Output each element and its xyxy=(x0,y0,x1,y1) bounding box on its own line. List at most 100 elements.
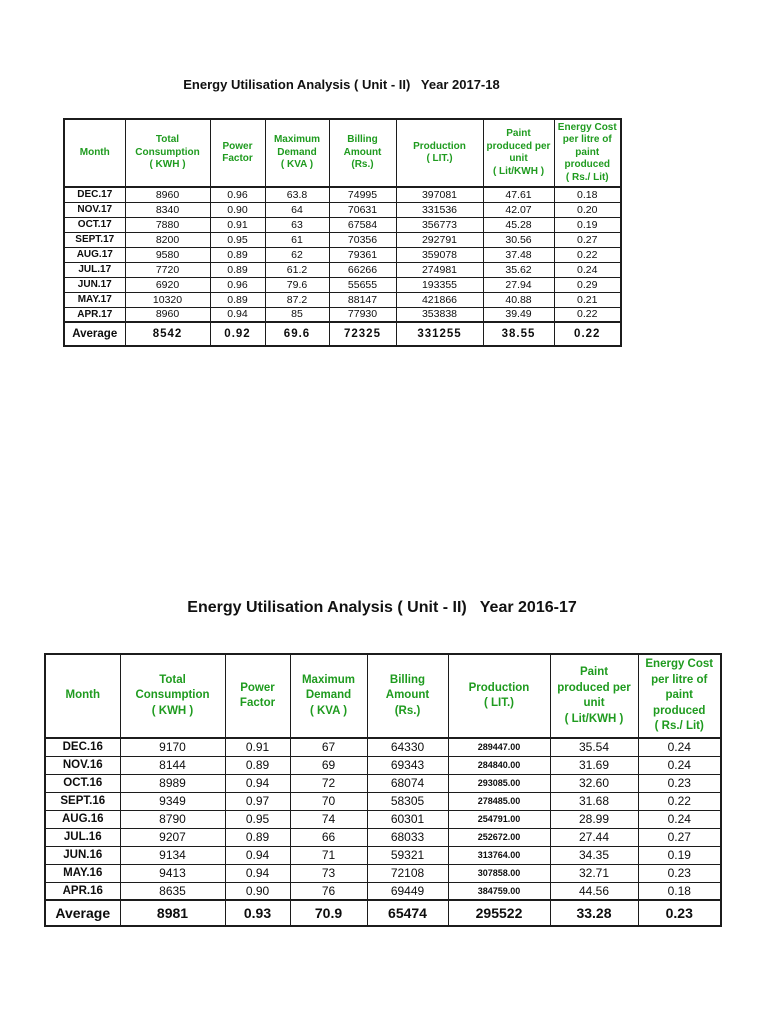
data-cell: 72108 xyxy=(366,863,449,883)
data-cell: 0.90 xyxy=(209,201,266,218)
data-cell: 32.60 xyxy=(549,773,639,793)
data-cell: 88147 xyxy=(328,291,397,308)
data-cell: 61.2 xyxy=(264,261,330,278)
data-cell: 0.19 xyxy=(553,216,622,233)
data-cell: 66 xyxy=(289,827,368,847)
data-cell: 313764.00 xyxy=(447,845,551,865)
data-cell: 0.94 xyxy=(224,863,291,883)
data-cell: 8989 xyxy=(119,773,226,793)
data-cell: 353838 xyxy=(395,306,484,323)
average-cell: 8542 xyxy=(124,321,211,347)
month-cell: MAY.17 xyxy=(63,291,126,308)
average-row: Average 8981 0.93 70.9 65474 295522 33.28 0.23 xyxy=(44,899,722,927)
table-footer-2016-17: Average 8981 0.93 70.9 65474 295522 33.28 0.23 xyxy=(44,899,722,927)
month-cell: OCT.16 xyxy=(44,773,121,793)
average-label: Average xyxy=(44,899,121,927)
column-header: Production ( LIT.) xyxy=(395,118,484,188)
data-cell: 307858.00 xyxy=(447,863,551,883)
column-header: Power Factor xyxy=(209,118,266,188)
month-cell: JUL.16 xyxy=(44,827,121,847)
data-cell: 0.24 xyxy=(637,809,722,829)
data-cell: 0.97 xyxy=(224,791,291,811)
data-cell: 0.22 xyxy=(553,306,622,323)
data-cell: 87.2 xyxy=(264,291,330,308)
data-cell: 30.56 xyxy=(482,231,555,248)
month-cell: APR.16 xyxy=(44,881,121,901)
table-row: MAY.16 9413 0.94 73 72108 307858.00 32.71 0.23 xyxy=(44,863,722,883)
data-cell: 0.91 xyxy=(224,737,291,757)
data-cell: 356773 xyxy=(395,216,484,233)
data-cell: 37.48 xyxy=(482,246,555,263)
data-cell: 359078 xyxy=(395,246,484,263)
data-cell: 8960 xyxy=(124,186,211,203)
data-cell: 27.94 xyxy=(482,276,555,293)
month-cell: JUN.16 xyxy=(44,845,121,865)
average-cell: 69.6 xyxy=(264,321,330,347)
data-cell: 40.88 xyxy=(482,291,555,308)
table-body-2017-18: DEC.17 8960 0.96 63.8 74995 397081 47.61 0.18 NO… xyxy=(63,186,622,323)
page-title-2016-17: Energy Utilisation Analysis ( Unit - II)… xyxy=(187,599,577,616)
table-row: JUL.16 9207 0.89 66 68033 252672.00 27.44 0.27 xyxy=(44,827,722,847)
data-cell: 0.24 xyxy=(637,755,722,775)
table-row: APR.17 8960 0.94 85 77930 353838 39.49 0.22 xyxy=(63,306,622,323)
data-cell: 45.28 xyxy=(482,216,555,233)
data-cell: 70356 xyxy=(328,231,397,248)
data-cell: 8144 xyxy=(119,755,226,775)
data-cell: 85 xyxy=(264,306,330,323)
data-cell: 0.94 xyxy=(224,773,291,793)
data-cell: 35.62 xyxy=(482,261,555,278)
data-cell: 8790 xyxy=(119,809,226,829)
data-cell: 42.07 xyxy=(482,201,555,218)
data-cell: 63 xyxy=(264,216,330,233)
average-cell: 295522 xyxy=(447,899,551,927)
data-cell: 79361 xyxy=(328,246,397,263)
data-cell: 68074 xyxy=(366,773,449,793)
data-cell: 9170 xyxy=(119,737,226,757)
data-cell: 67 xyxy=(289,737,368,757)
data-cell: 252672.00 xyxy=(447,827,551,847)
column-header: Power Factor xyxy=(224,653,291,739)
data-cell: 421866 xyxy=(395,291,484,308)
column-header: Maximum Demand ( KVA ) xyxy=(264,118,330,188)
column-header: Energy Cost per litre of paint produced … xyxy=(637,653,722,739)
data-cell: 79.6 xyxy=(264,276,330,293)
data-cell: 44.56 xyxy=(549,881,639,901)
data-cell: 74 xyxy=(289,809,368,829)
average-cell: 65474 xyxy=(366,899,449,927)
data-cell: 0.91 xyxy=(209,216,266,233)
data-cell: 0.27 xyxy=(637,827,722,847)
data-cell: 61 xyxy=(264,231,330,248)
data-cell: 331536 xyxy=(395,201,484,218)
month-cell: NOV.17 xyxy=(63,201,126,218)
table-row: NOV.16 8144 0.89 69 69343 284840.00 31.69 0.24 xyxy=(44,755,722,775)
data-cell: 8340 xyxy=(124,201,211,218)
data-cell: 0.24 xyxy=(637,737,722,757)
data-cell: 274981 xyxy=(395,261,484,278)
data-cell: 71 xyxy=(289,845,368,865)
average-cell: 331255 xyxy=(395,321,484,347)
table-body-2016-17: DEC.16 9170 0.91 67 64330 289447.00 35.54 0.24 N… xyxy=(44,737,722,901)
table-row: DEC.17 8960 0.96 63.8 74995 397081 47.61 0.18 xyxy=(63,186,622,203)
table-row: AUG.16 8790 0.95 74 60301 254791.00 28.99 0.24 xyxy=(44,809,722,829)
average-cell: 8981 xyxy=(119,899,226,927)
data-cell: 6920 xyxy=(124,276,211,293)
table-row: JUL.17 7720 0.89 61.2 66266 274981 35.62 0.24 xyxy=(63,261,622,278)
header-row: Month Total Consumption ( KWH ) Power Fact… xyxy=(44,653,722,739)
data-cell: 0.18 xyxy=(553,186,622,203)
data-cell: 0.19 xyxy=(637,845,722,865)
data-cell: 7720 xyxy=(124,261,211,278)
data-cell: 254791.00 xyxy=(447,809,551,829)
table-row: JUN.17 6920 0.96 79.6 55655 193355 27.94 0.29 xyxy=(63,276,622,293)
average-cell: 0.92 xyxy=(209,321,266,347)
data-cell: 0.89 xyxy=(209,291,266,308)
table-row: AUG.17 9580 0.89 62 79361 359078 37.48 0.22 xyxy=(63,246,622,263)
data-cell: 0.89 xyxy=(224,827,291,847)
table-row: DEC.16 9170 0.91 67 64330 289447.00 35.54 0.24 xyxy=(44,737,722,757)
data-cell: 74995 xyxy=(328,186,397,203)
average-cell: 0.23 xyxy=(637,899,722,927)
data-cell: 7880 xyxy=(124,216,211,233)
data-cell: 47.61 xyxy=(482,186,555,203)
column-header: Total Consumption ( KWH ) xyxy=(124,118,211,188)
data-cell: 0.20 xyxy=(553,201,622,218)
data-cell: 76 xyxy=(289,881,368,901)
